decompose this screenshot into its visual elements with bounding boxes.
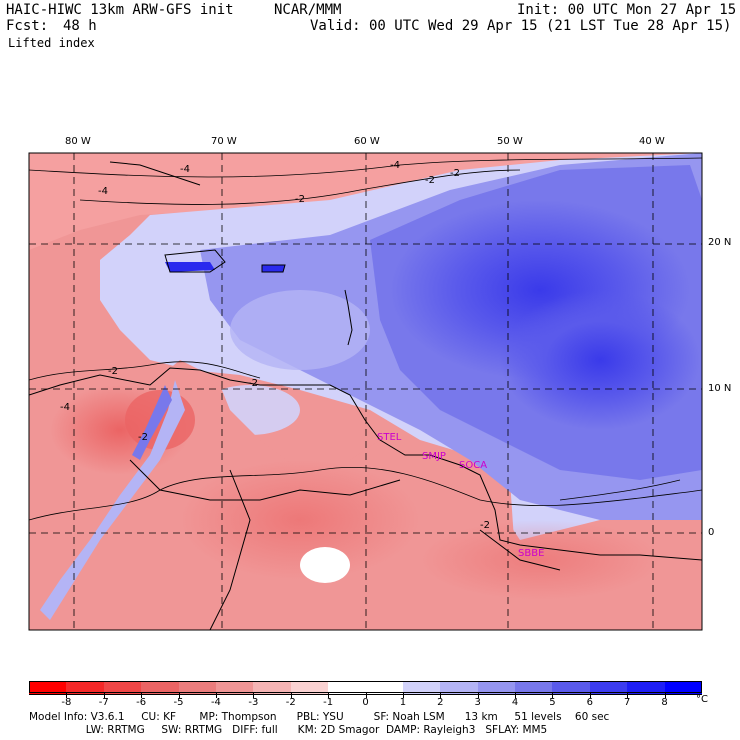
contour-label: -2 (450, 168, 460, 179)
colorbar-tick (664, 693, 666, 698)
lon-label: 70 W (211, 136, 237, 147)
colorbar-tick-label: -7 (98, 697, 109, 708)
colorbar-tick-label: -8 (61, 697, 72, 708)
contour-label: -2 (138, 432, 148, 443)
fcst-value: 48 h (63, 18, 97, 34)
colorbar-tick (141, 693, 143, 698)
model-info-line2: LW: RRTMG SW: RRTMG DIFF: full KM: 2D Sm… (29, 724, 548, 736)
colorbar-tick-label: -6 (136, 697, 147, 708)
lat-label: 20 N (708, 237, 732, 248)
contour-label: -2 (480, 520, 490, 531)
colorbar-unit: °C (696, 694, 708, 705)
station-label: STEL (377, 432, 402, 443)
contour-label: -2 (425, 175, 435, 186)
colorbar-tick (515, 693, 517, 698)
colorbar-frame (29, 681, 702, 693)
lat-label: 0 (708, 527, 715, 538)
lifted-index-field (29, 153, 702, 630)
colorbar-tick-label: 5 (549, 697, 556, 708)
model-info-line1: Model Info: V3.6.1 CU: KF MP: Thompson P… (29, 711, 610, 723)
field-name: Lifted index (8, 36, 95, 50)
colorbar-tick (477, 693, 479, 698)
colorbar-tick-label: -1 (323, 697, 334, 708)
colorbar-tick (66, 693, 68, 698)
contours (29, 157, 702, 521)
lat-label: 10 N (708, 383, 732, 394)
lon-label: 40 W (639, 136, 665, 147)
colorbar-tick-label: 1 (399, 697, 407, 708)
colorbar-tick (253, 693, 255, 698)
colorbar-tick (589, 693, 591, 698)
station-label: SMJP (422, 451, 446, 462)
colorbar-tick (627, 693, 629, 698)
colorbar-tick-label: 7 (624, 697, 631, 708)
colorbar-tick-label: -3 (248, 697, 259, 708)
fcst-label: Fcst: (6, 18, 49, 34)
graticule (29, 153, 702, 630)
lon-label: 50 W (497, 136, 523, 147)
map-frame (28, 152, 703, 631)
contour-label: -4 (180, 164, 190, 175)
colorbar-tick-label: 6 (586, 697, 594, 708)
contour-label: -2 (108, 366, 118, 377)
init-time: Init: 00 UTC Mon 27 Apr 15 (517, 2, 737, 18)
colorbar-tick (440, 693, 442, 698)
station-label: SOCA (459, 460, 488, 471)
colorbar-tick-label: 8 (661, 697, 668, 708)
lon-label: 80 W (65, 136, 91, 147)
valid-time: Valid: 00 UTC Wed 29 Apr 15 (21 LST Tue … (310, 18, 732, 34)
colorbar-tick-label: -4 (210, 697, 221, 708)
lon-label: 60 W (354, 136, 380, 147)
colorbar-tick-label: 0 (362, 697, 369, 708)
colorbar-tick (178, 693, 180, 698)
colorbar-tick (328, 693, 330, 698)
colorbar-tick-label: -5 (173, 697, 184, 708)
coastlines (29, 161, 702, 630)
colorbar-tick-label: 3 (474, 697, 481, 708)
colorbar-tick (215, 693, 217, 698)
contour-label: -4 (98, 186, 108, 197)
contour-label: -2 (295, 194, 305, 205)
org-label: NCAR/MMM (274, 2, 342, 18)
colorbar-tick (552, 693, 554, 698)
colorbar-tick (402, 693, 404, 698)
station-label: SBBE (518, 548, 545, 559)
colorbar-tick-label: 2 (437, 697, 444, 708)
colorbar-tick-label: 4 (511, 697, 519, 708)
model-title: HAIC-HIWC 13km ARW-GFS init (6, 2, 234, 18)
colorbar-tick (290, 693, 292, 698)
colorbar-tick (103, 693, 105, 698)
contour-label: -4 (390, 160, 400, 171)
colorbar-tick-label: -2 (285, 697, 296, 708)
contour-label: -4 (60, 402, 70, 413)
colorbar-tick (365, 693, 367, 698)
contour-label: -2 (248, 378, 258, 389)
